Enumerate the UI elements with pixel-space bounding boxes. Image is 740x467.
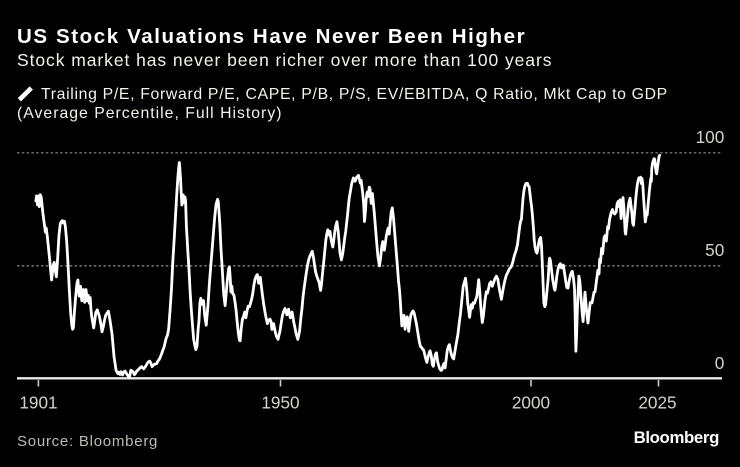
svg-text:50: 50 bbox=[705, 240, 724, 260]
svg-text:100: 100 bbox=[696, 127, 725, 147]
svg-text:2025: 2025 bbox=[638, 392, 676, 412]
svg-text:0: 0 bbox=[715, 353, 725, 373]
svg-text:1950: 1950 bbox=[261, 392, 299, 412]
svg-text:1901: 1901 bbox=[19, 392, 57, 412]
svg-text:2000: 2000 bbox=[512, 392, 550, 412]
